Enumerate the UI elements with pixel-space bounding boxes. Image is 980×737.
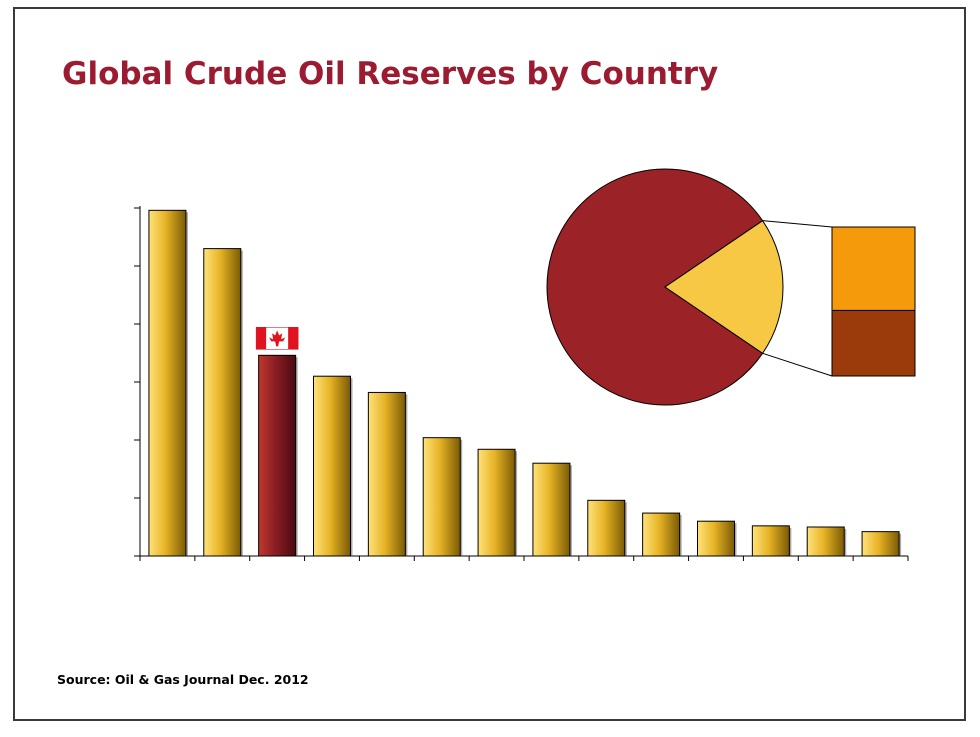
slide-frame (13, 7, 966, 721)
bar-canada (258, 354, 297, 557)
flag-right-band (288, 327, 299, 350)
bar-saudi-arabia (203, 248, 242, 557)
canada-flag-icon (255, 327, 299, 350)
bar-iraq (367, 391, 406, 557)
bar-abu-dhabi (477, 448, 516, 557)
bar-chart (134, 206, 909, 561)
pie-slice-restricted (546, 168, 764, 406)
page-title: Global Crude Oil Reserves by Country (62, 56, 719, 92)
bar-venezuela (148, 209, 187, 557)
pie-chart (546, 168, 916, 406)
maple-leaf-icon (269, 330, 286, 347)
bar-iran (313, 375, 351, 557)
breakdown-segment-other (831, 309, 916, 377)
bar-united-states (861, 531, 900, 557)
source-note: Source: Oil & Gas Journal Dec. 2012 (57, 672, 309, 687)
flag-left-band (256, 327, 267, 350)
breakdown-segment-oil-sands (831, 226, 916, 311)
bar-china (751, 525, 790, 557)
bar-kuwait (422, 437, 461, 557)
pie-slice-open (664, 219, 784, 355)
connector-line-top (762, 220, 833, 228)
bar-qatar (806, 526, 845, 557)
bar-libya (587, 499, 626, 557)
bar-russia (532, 462, 571, 557)
connector-line-bottom (762, 352, 833, 377)
bar-kazakhstan (697, 520, 735, 557)
bar-nigeria (642, 512, 681, 557)
